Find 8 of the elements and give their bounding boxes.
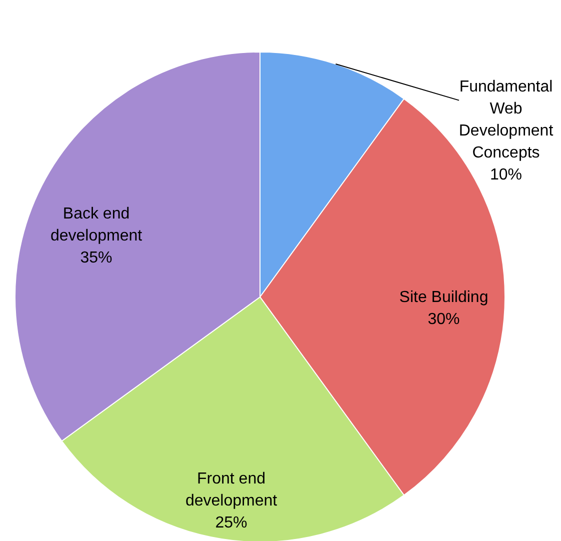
data-label: 30%	[428, 311, 460, 328]
slice-label: Site Building	[399, 289, 488, 306]
data-label: 25%	[215, 514, 248, 532]
slice-label: Fundamental Web Development Concepts	[458, 78, 554, 162]
slice-label: Front end development	[185, 470, 278, 510]
data-label: 35%	[80, 250, 112, 267]
data-label: 10%	[490, 166, 522, 184]
slice-label: Back end development	[50, 206, 143, 245]
